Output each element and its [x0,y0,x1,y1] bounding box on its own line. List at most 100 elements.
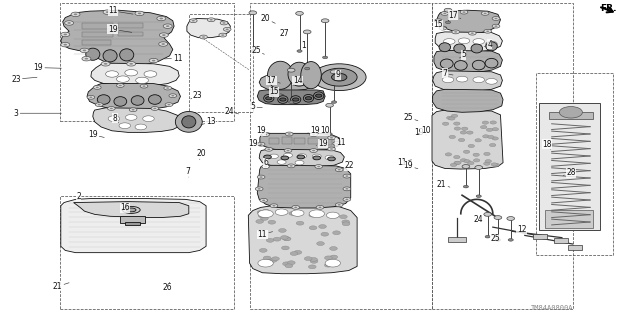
Circle shape [220,21,228,25]
Circle shape [84,58,88,60]
Ellipse shape [120,49,134,61]
Circle shape [297,155,305,159]
Ellipse shape [127,208,136,212]
Circle shape [269,258,277,262]
Circle shape [468,31,476,35]
Circle shape [290,252,298,256]
Circle shape [458,38,470,44]
Circle shape [257,142,265,146]
Circle shape [83,49,86,51]
Circle shape [490,144,496,147]
Circle shape [169,94,177,98]
Bar [539,103,600,230]
Circle shape [277,160,286,164]
Ellipse shape [86,48,100,60]
Circle shape [508,239,513,241]
Circle shape [340,215,348,219]
Circle shape [309,213,317,217]
Bar [533,234,547,239]
Circle shape [442,27,444,29]
Circle shape [484,29,492,33]
Ellipse shape [440,59,453,69]
Text: 19: 19 [307,126,320,135]
Circle shape [152,60,156,62]
Circle shape [95,103,103,107]
Text: 5: 5 [460,50,466,59]
Circle shape [451,114,458,117]
Text: 25: 25 [403,113,418,122]
Circle shape [256,219,264,223]
Circle shape [317,166,320,167]
Circle shape [495,239,500,241]
Circle shape [323,56,328,59]
Circle shape [116,84,124,87]
Circle shape [346,175,348,177]
Bar [554,238,568,243]
Circle shape [74,13,77,15]
Text: 5: 5 [250,102,262,111]
Circle shape [110,108,113,109]
Text: 11: 11 [258,230,273,239]
Text: 11: 11 [108,6,133,15]
Polygon shape [260,133,340,151]
Text: 6: 6 [263,158,268,167]
Ellipse shape [103,50,117,62]
Circle shape [226,29,228,30]
Ellipse shape [268,61,293,89]
Circle shape [291,210,304,216]
Circle shape [444,8,452,12]
Ellipse shape [131,96,144,105]
Circle shape [447,116,453,119]
Ellipse shape [288,62,310,86]
Polygon shape [436,10,500,33]
Polygon shape [257,165,351,208]
Text: 23: 23 [11,75,37,84]
Circle shape [458,138,465,142]
Circle shape [481,11,489,15]
Circle shape [135,124,147,130]
Circle shape [96,87,99,88]
Circle shape [495,26,497,27]
Circle shape [476,195,481,197]
Circle shape [492,128,499,131]
Circle shape [312,150,315,151]
Circle shape [474,159,480,162]
Circle shape [202,36,205,38]
Text: 19: 19 [248,139,261,148]
Circle shape [460,131,467,134]
Text: 17: 17 [448,11,461,20]
Circle shape [265,147,273,151]
Bar [189,14,253,112]
Bar [432,3,573,309]
Circle shape [325,259,340,267]
Circle shape [451,163,457,167]
Text: 25: 25 [251,46,264,55]
Circle shape [250,50,255,52]
Bar [118,32,143,36]
Circle shape [71,12,80,17]
Text: 19: 19 [108,25,132,34]
Circle shape [257,175,265,179]
Circle shape [484,13,486,14]
Bar [269,138,279,144]
Circle shape [210,19,212,20]
Circle shape [319,225,326,228]
Bar [545,210,593,228]
Circle shape [454,31,457,33]
Circle shape [454,155,460,159]
Circle shape [312,64,366,91]
Circle shape [259,214,266,218]
Circle shape [260,176,262,178]
Circle shape [281,156,289,160]
Circle shape [507,217,515,220]
Bar [125,222,140,225]
Circle shape [475,139,481,142]
Text: 10: 10 [419,126,431,135]
Circle shape [454,127,461,130]
Circle shape [135,11,144,16]
Circle shape [445,21,451,24]
Ellipse shape [303,94,314,102]
Text: 24: 24 [224,107,239,116]
Text: 10: 10 [318,126,330,135]
Text: 21: 21 [53,282,69,291]
